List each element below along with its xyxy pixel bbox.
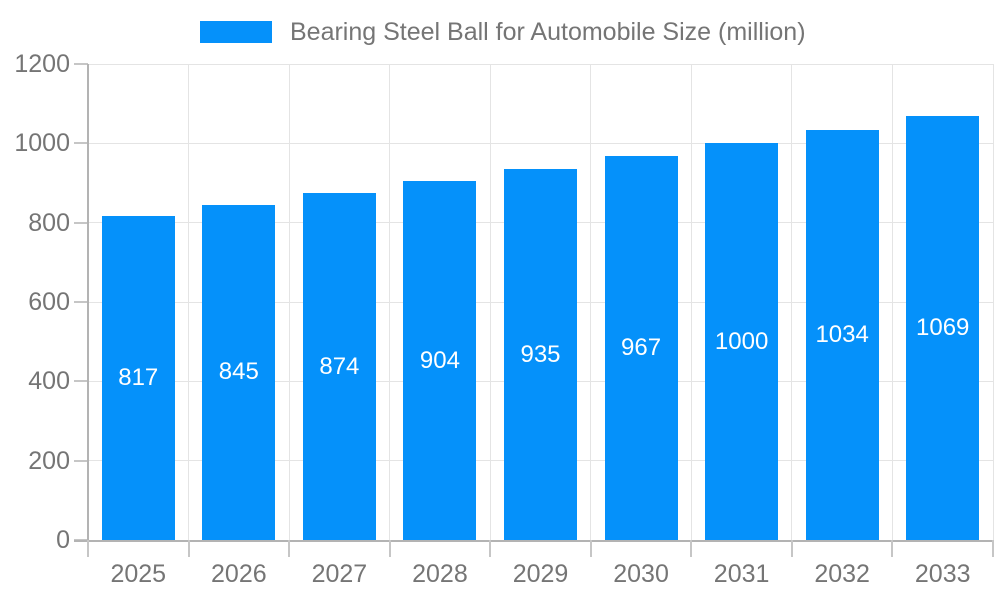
- x-gridline: [288, 64, 290, 540]
- bar-value-label: 1034: [815, 320, 869, 348]
- y-axis-tick-label: 400: [28, 367, 70, 396]
- legend-item[interactable]: Bearing Steel Ball for Automobile Size (…: [200, 10, 806, 54]
- legend-swatch: [200, 21, 272, 43]
- x-gridline: [389, 64, 391, 540]
- bar-2033[interactable]: 1069: [906, 115, 980, 540]
- y-axis-tick-label: 600: [28, 288, 70, 316]
- legend-label: Bearing Steel Ball for Automobile Size (…: [290, 17, 806, 46]
- y-axis-tick-label: 0: [56, 526, 70, 554]
- bar-2032[interactable]: 1034: [805, 129, 879, 540]
- x-axis-tick: [690, 540, 693, 557]
- bar-value-label: 874: [319, 352, 360, 380]
- x-gridline: [992, 64, 994, 540]
- y-axis-line: [87, 64, 89, 540]
- x-gridline: [489, 64, 491, 540]
- bar-value-label: 817: [118, 363, 159, 391]
- x-axis-category-label: 2026: [211, 560, 267, 588]
- x-axis-tick: [87, 540, 89, 557]
- x-gridline: [690, 64, 692, 540]
- bar-value-label: 904: [419, 346, 460, 374]
- y-axis-tick: [74, 301, 88, 303]
- x-axis-tick: [790, 540, 793, 557]
- x-axis-line: [74, 540, 993, 542]
- bar-value-label: 845: [218, 358, 259, 386]
- bar-2028[interactable]: 904: [403, 181, 477, 540]
- y-gridline: [88, 63, 993, 65]
- x-axis-category-label: 2025: [110, 560, 167, 588]
- bar-2027[interactable]: 874: [302, 193, 376, 540]
- x-axis-category-label: 2029: [512, 560, 569, 588]
- x-axis-tick: [992, 540, 994, 557]
- x-gridline: [891, 64, 893, 540]
- x-axis-category-label: 2027: [311, 560, 368, 588]
- bar-value-label: 1000: [714, 327, 769, 355]
- x-axis-category-label: 2033: [914, 560, 971, 588]
- y-axis-tick: [74, 63, 88, 65]
- x-axis-tick: [187, 540, 190, 557]
- x-axis-tick: [489, 540, 492, 557]
- y-axis-tick-label: 200: [28, 446, 70, 475]
- y-axis-tick-label: 1200: [14, 50, 70, 78]
- x-axis-category-label: 2030: [613, 560, 669, 588]
- x-axis-tick: [891, 540, 894, 557]
- x-gridline: [188, 64, 190, 540]
- bar-value-label: 967: [621, 334, 662, 362]
- y-gridline: [88, 142, 993, 144]
- x-gridline: [791, 64, 793, 540]
- y-axis-tick: [74, 459, 88, 462]
- bar-value-label: 1069: [916, 313, 970, 341]
- y-axis-tick-label: 800: [28, 208, 70, 237]
- bar-2026[interactable]: 845: [202, 204, 276, 540]
- bar-2031[interactable]: 1000: [705, 143, 779, 540]
- y-axis-tick: [74, 142, 88, 145]
- x-axis-tick: [388, 540, 391, 557]
- x-gridline: [590, 64, 592, 540]
- bar-2029[interactable]: 935: [504, 169, 577, 540]
- y-axis-tick: [74, 380, 88, 383]
- x-axis-tick: [288, 540, 291, 557]
- x-axis-category-label: 2032: [814, 560, 870, 588]
- y-axis-tick-label: 1000: [14, 129, 70, 158]
- bar-2030[interactable]: 967: [604, 156, 678, 540]
- x-axis-tick: [589, 540, 592, 557]
- bar-2025[interactable]: 817: [101, 215, 175, 540]
- y-axis-tick: [74, 221, 88, 224]
- bar-value-label: 935: [520, 340, 561, 368]
- x-axis-category-label: 2031: [713, 560, 770, 588]
- x-axis-category-label: 2028: [412, 560, 468, 588]
